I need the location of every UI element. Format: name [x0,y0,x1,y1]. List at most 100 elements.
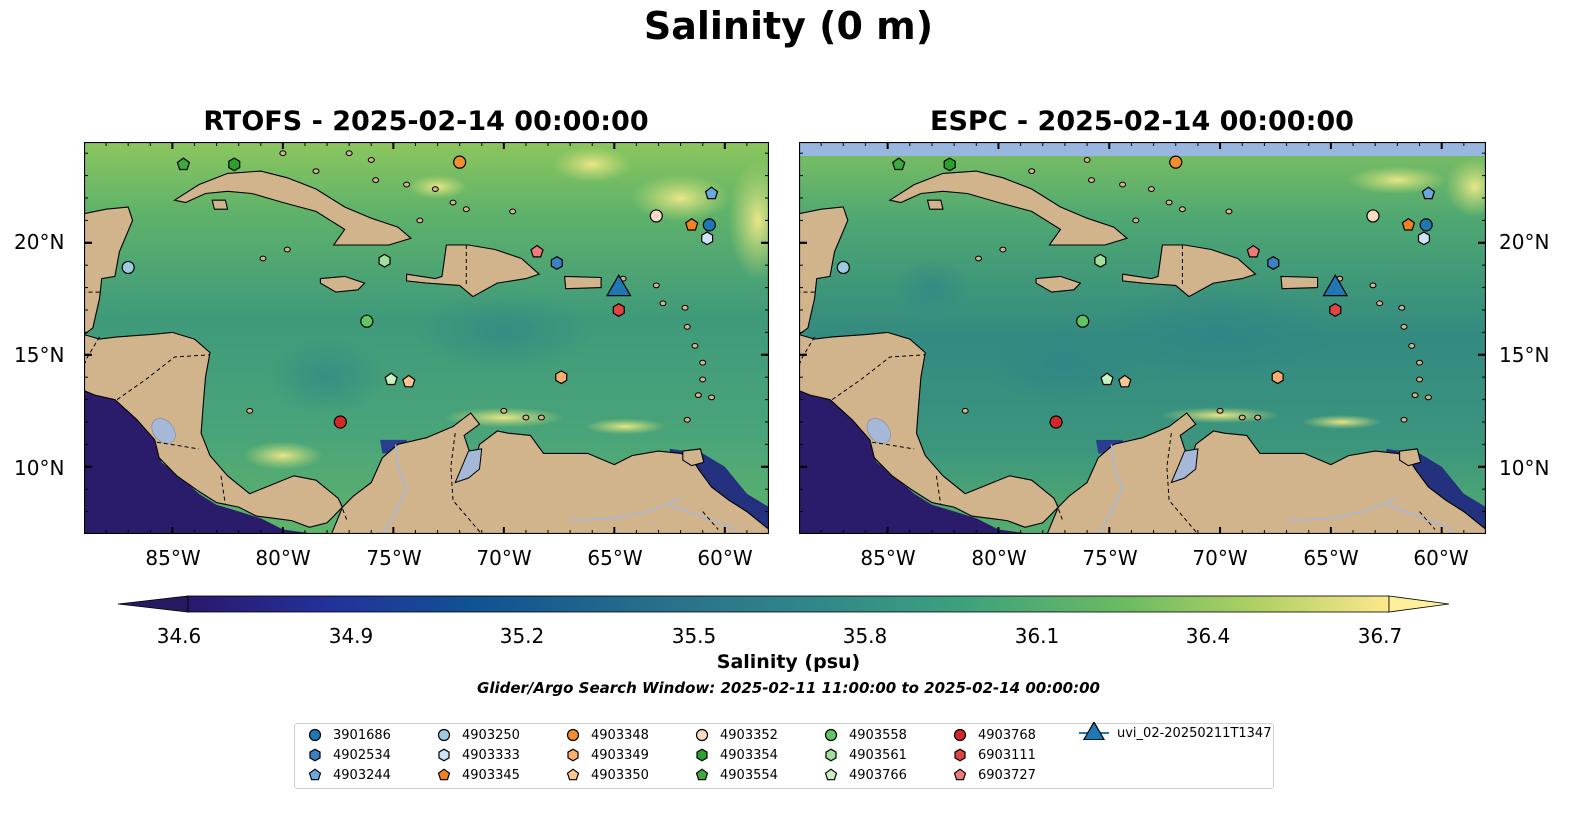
legend-marker-uvi_02-20250211T1347 [1082,721,1106,740]
no-data-band [799,142,1486,156]
legend-swatch-4903766 [824,768,838,781]
legend-swatch-4903558 [824,728,838,742]
legend-marker-4903345 [437,768,451,781]
marker-4903348 [453,155,467,169]
marker-6903727 [1246,244,1261,258]
lon-label-left-75: 75°W [366,546,422,570]
lon-label-left-80: 80°W [255,546,311,570]
platform-markers [121,155,719,429]
marker-4903250 [836,260,850,275]
legend-label: 4903349 [591,747,649,763]
legend-marker-4903250 [437,728,451,742]
colorbar-body [187,595,1390,613]
legend-item-4903348: 4903348 [563,726,649,744]
marker-3901686 [1419,218,1433,232]
legend-item-4903561: 4903561 [821,746,907,764]
islet [1254,414,1262,421]
marker-6903111 [612,303,625,317]
legend-swatch-4903333 [438,748,450,762]
marker-4903354 [943,157,956,172]
colorbar-extend-low [117,595,189,613]
legend-item-6903111: 6903111 [950,746,1036,764]
marker-uvi_02-20250211T1347 [1322,274,1349,297]
marker-6903111 [1329,303,1342,317]
islet [975,255,983,262]
river [570,497,681,522]
colorbar-tick-3: 35.5 [671,624,717,648]
colorbar [117,595,1450,613]
salinity-feature [727,160,769,281]
islet [699,376,707,383]
legend-label: 4903345 [462,767,520,783]
lat-label-left-15: 15°N [14,343,65,367]
land-south-america [330,412,769,534]
islet [312,168,320,175]
platform-markers [836,155,1436,429]
lake-nicaragua [866,418,891,444]
islet [1400,416,1408,423]
river [1097,444,1124,534]
country-border [1055,502,1064,521]
islet [694,392,702,399]
legend-swatch-4903244 [308,768,322,781]
islet [403,181,411,188]
lake-nicaragua [151,418,176,444]
islet [1119,181,1127,188]
country-border [872,441,915,450]
country-border [156,441,199,450]
salinity-feature [242,441,323,470]
marker-6903727 [530,244,544,258]
legend-item-4903554: 4903554 [692,766,778,784]
colorbar-tick-5: 36.1 [1014,624,1060,648]
land-south-america [1046,412,1486,534]
river [1386,504,1454,531]
map-panel-espc [799,142,1486,534]
islet [1411,392,1419,399]
legend-swatch-uvi_02-20250211T1347 [1079,721,1109,740]
islet [1132,217,1140,224]
islet [961,407,969,414]
legend-item-4903349: 4903349 [563,746,649,764]
salinity-feature [891,257,972,318]
lon-label-left-70: 70°W [476,546,532,570]
islet [283,246,291,253]
axis-ticks [799,142,1486,534]
islet [1416,359,1424,366]
salinity-feature [1444,156,1486,217]
lat-label-right-10: 10°N [1499,456,1550,480]
legend-item-4903768: 4903768 [950,726,1036,744]
land-hispaniola [406,244,541,298]
marker-4903348 [1169,155,1183,169]
marker-4903554 [891,157,906,171]
salinity-feature [1347,166,1448,195]
land-hispaniola [1122,244,1257,298]
legend-item-3901686: 3901686 [305,726,391,744]
legend-item-4903350: 4903350 [563,766,649,784]
islet [1225,208,1233,215]
legend-swatch-4903561 [825,748,837,762]
islet [681,304,689,311]
legend-marker-6903727 [953,768,967,781]
marker-4903352 [1366,209,1380,223]
marker-4903768 [1049,415,1063,429]
islet [367,157,375,163]
legend-swatch-4903345 [437,768,451,781]
land-isla-juventud [211,199,229,210]
legend-marker-4902534 [309,748,321,762]
marker-4903333 [1417,231,1431,246]
marker-4903244 [1421,186,1436,200]
legend-item-6903727: 6903727 [950,766,1036,784]
land-puerto-rico [1280,275,1319,290]
country-border [831,354,926,401]
land-jamaica [319,275,366,293]
legend-swatch-4903350 [566,768,580,781]
islet [1165,199,1173,206]
legend-label: 4903352 [720,727,778,743]
islet [1400,323,1408,330]
colorbar-tick-4: 35.8 [842,624,888,648]
marker-4903349 [555,370,568,385]
islet [683,323,691,330]
marker-4903333 [701,231,714,246]
map-frame [799,142,1486,534]
legend-marker-4903333 [438,748,450,762]
